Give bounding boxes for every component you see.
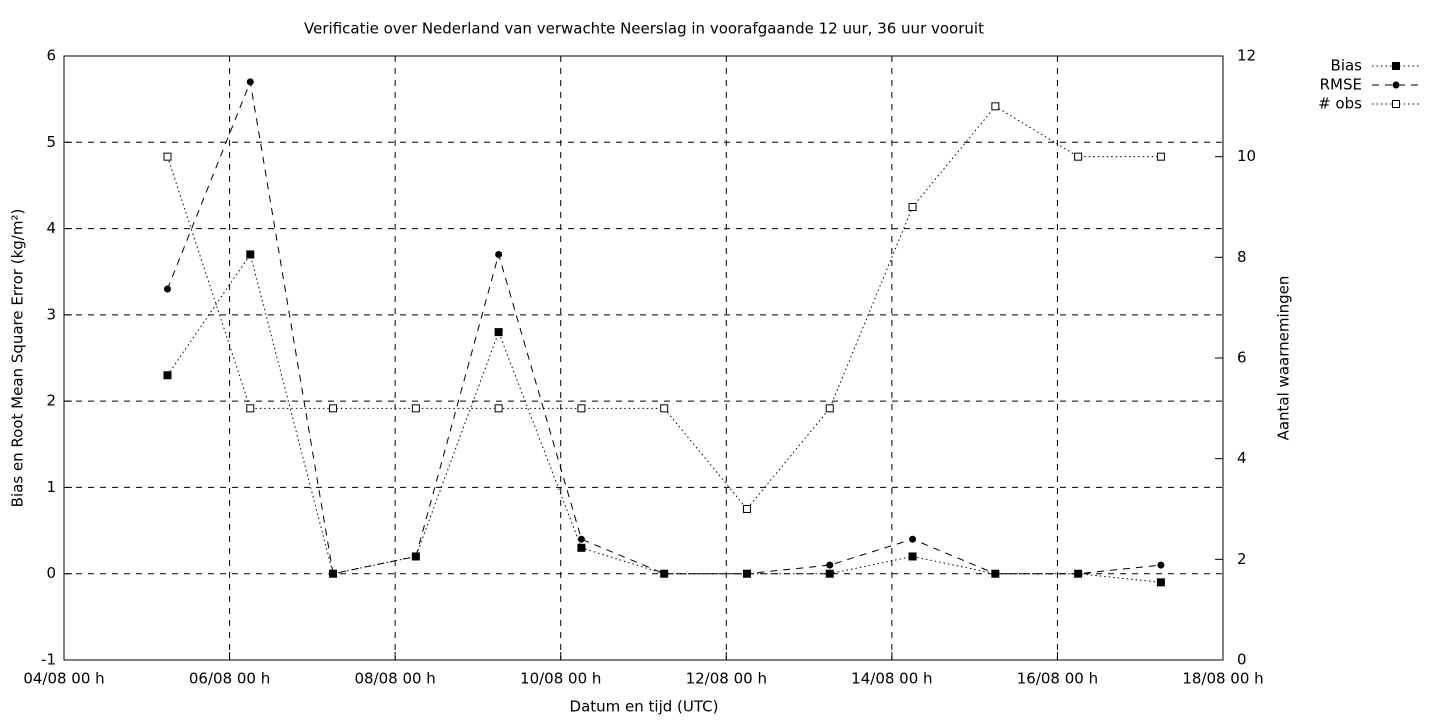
- marker: [577, 535, 585, 543]
- marker: [494, 328, 503, 337]
- marker: [1156, 578, 1165, 587]
- y2-tick-label: 8: [1237, 248, 1247, 266]
- y-tick-label: 4: [46, 219, 56, 237]
- x-tick-label: 06/08 00 h: [189, 670, 270, 688]
- x-axis-label: Datum en tijd (UTC): [570, 698, 719, 716]
- marker: [1157, 561, 1165, 569]
- marker: [246, 404, 255, 413]
- y2-tick-label: 6: [1237, 349, 1247, 367]
- marker: [412, 552, 420, 560]
- marker: [246, 250, 255, 259]
- marker: [163, 371, 172, 380]
- y-tick-label: 6: [46, 47, 56, 65]
- chart-title: Verificatie over Nederland van verwachte…: [304, 20, 984, 38]
- marker: [163, 152, 172, 161]
- marker: [495, 250, 503, 258]
- y-axis-label: Bias en Root Mean Square Error (kg/m²): [9, 209, 27, 508]
- marker: [1074, 152, 1083, 161]
- legend-label: Bias: [1331, 57, 1363, 75]
- legend-marker: [1392, 100, 1400, 108]
- marker: [908, 203, 917, 211]
- legend-label: RMSE: [1320, 76, 1362, 94]
- series-line: [167, 80, 1161, 575]
- x-tick-label: 16/08 00 h: [1017, 670, 1098, 688]
- marker: [825, 569, 834, 578]
- series-line: [167, 105, 1161, 510]
- marker: [825, 404, 834, 413]
- marker: [1156, 152, 1165, 161]
- x-tick-label: 08/08 00 h: [354, 670, 435, 688]
- legend-label: # obs: [1318, 95, 1362, 113]
- marker: [1074, 570, 1082, 578]
- marker: [991, 102, 1000, 111]
- y-tick-label: 0: [46, 564, 56, 582]
- marker: [991, 570, 999, 578]
- marker: [742, 505, 751, 513]
- marker: [163, 285, 171, 293]
- y2-tick-label: 12: [1237, 47, 1256, 65]
- marker: [411, 404, 420, 413]
- marker: [329, 570, 337, 578]
- marker: [743, 570, 751, 578]
- y-tick-label: 5: [46, 133, 56, 151]
- y2-tick-label: 0: [1237, 651, 1247, 669]
- marker: [577, 543, 586, 552]
- y-tick-label: 1: [46, 478, 56, 496]
- marker: [660, 570, 668, 578]
- marker: [329, 404, 338, 413]
- x-tick-label: 04/08 00 h: [23, 670, 104, 688]
- y-tick-label: -1: [41, 651, 56, 669]
- marker: [246, 78, 254, 86]
- marker: [909, 535, 917, 543]
- y2-tick-label: 2: [1237, 550, 1247, 568]
- legend-marker: [1392, 81, 1400, 89]
- y2-tick-label: 4: [1237, 449, 1247, 467]
- y2-tick-label: 10: [1237, 147, 1256, 165]
- x-tick-label: 12/08 00 h: [686, 670, 767, 688]
- y2-axis-label: Aantal waarnemingen: [1275, 276, 1293, 441]
- x-tick-label: 14/08 00 h: [851, 670, 932, 688]
- marker: [826, 561, 834, 569]
- plot-frame: [63, 55, 1224, 661]
- marker: [660, 404, 669, 413]
- y-tick-label: 2: [46, 392, 56, 410]
- x-tick-label: 18/08 00 h: [1182, 670, 1263, 688]
- legend-marker: [1392, 62, 1400, 70]
- x-tick-label: 10/08 00 h: [520, 670, 601, 688]
- marker: [494, 404, 503, 413]
- y-tick-label: 3: [46, 305, 56, 323]
- series-line: [167, 253, 1161, 583]
- marker: [908, 552, 917, 561]
- marker: [577, 404, 586, 413]
